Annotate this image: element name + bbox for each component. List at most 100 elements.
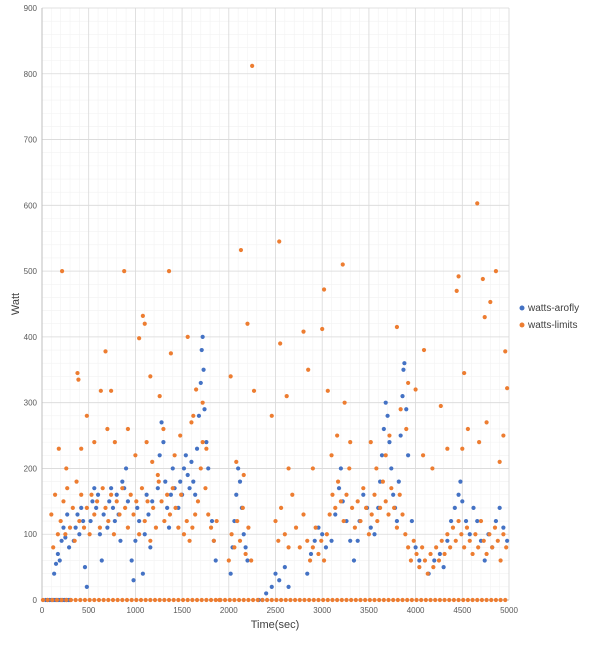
data-point bbox=[139, 486, 145, 491]
data-point bbox=[88, 518, 93, 524]
data-point bbox=[148, 374, 153, 379]
data-point bbox=[490, 545, 495, 550]
data-point bbox=[495, 538, 500, 543]
data-point bbox=[77, 532, 82, 537]
data-point bbox=[131, 578, 136, 583]
data-point bbox=[392, 505, 397, 511]
data-point bbox=[65, 486, 70, 491]
data-point bbox=[437, 597, 442, 603]
data-point bbox=[297, 545, 302, 550]
data-point bbox=[408, 558, 414, 563]
data-point bbox=[228, 374, 233, 379]
data-point bbox=[269, 413, 274, 418]
data-point bbox=[368, 440, 373, 445]
data-point bbox=[198, 466, 203, 471]
data-point bbox=[162, 597, 167, 603]
data-point bbox=[400, 512, 405, 517]
data-point bbox=[157, 453, 162, 458]
data-point bbox=[456, 492, 461, 497]
data-point bbox=[103, 349, 108, 354]
data-point bbox=[125, 499, 131, 504]
data-point bbox=[53, 561, 59, 566]
data-point bbox=[313, 525, 318, 530]
data-point bbox=[114, 499, 119, 504]
data-point bbox=[92, 512, 97, 517]
data-point bbox=[181, 466, 187, 471]
data-point bbox=[246, 597, 251, 603]
data-point bbox=[208, 525, 214, 530]
data-point bbox=[471, 505, 476, 511]
data-point bbox=[148, 597, 153, 603]
data-point bbox=[187, 486, 192, 491]
data-point bbox=[463, 518, 469, 524]
data-point bbox=[106, 597, 111, 603]
data-point bbox=[406, 453, 411, 458]
data-point bbox=[279, 505, 284, 511]
data-point bbox=[479, 597, 485, 603]
data-point bbox=[155, 486, 160, 491]
data-point bbox=[144, 492, 149, 497]
data-point bbox=[348, 538, 353, 543]
data-point bbox=[63, 535, 68, 540]
y-tick-labels: 0 100 200 300 400 500 600 700 800 900 bbox=[24, 4, 38, 605]
data-point bbox=[226, 558, 231, 563]
data-point bbox=[417, 565, 422, 570]
data-point bbox=[129, 597, 134, 603]
data-point bbox=[398, 433, 403, 438]
data-point bbox=[389, 486, 394, 491]
data-point bbox=[409, 518, 414, 524]
data-point bbox=[236, 466, 241, 471]
data-point bbox=[470, 551, 475, 557]
data-point bbox=[162, 518, 167, 524]
y-tick-label: 300 bbox=[24, 399, 38, 408]
data-point bbox=[367, 597, 372, 603]
data-point bbox=[368, 525, 373, 530]
x-tick-label: 500 bbox=[82, 606, 96, 615]
data-point bbox=[196, 413, 202, 418]
data-point bbox=[402, 361, 407, 366]
data-point bbox=[94, 505, 99, 511]
data-point bbox=[467, 538, 472, 543]
data-point bbox=[277, 239, 282, 244]
data-point bbox=[228, 571, 233, 576]
data-point bbox=[75, 512, 80, 517]
data-point bbox=[157, 393, 162, 399]
data-point bbox=[111, 532, 117, 537]
data-point bbox=[484, 420, 489, 425]
data-point bbox=[159, 499, 164, 504]
data-point bbox=[323, 545, 329, 550]
data-point bbox=[404, 426, 409, 432]
data-point bbox=[422, 558, 428, 563]
series-watts-limits bbox=[40, 63, 510, 603]
data-point bbox=[145, 499, 150, 504]
data-point bbox=[389, 466, 394, 471]
data-point bbox=[386, 512, 391, 517]
data-point bbox=[320, 326, 325, 332]
data-point bbox=[428, 597, 433, 603]
data-point bbox=[478, 518, 484, 524]
data-point bbox=[394, 525, 400, 530]
data-point bbox=[229, 532, 234, 537]
data-point bbox=[394, 518, 400, 524]
data-point bbox=[458, 479, 463, 484]
data-point bbox=[355, 499, 360, 504]
data-point bbox=[151, 505, 156, 511]
data-point bbox=[442, 551, 447, 557]
data-point bbox=[80, 518, 86, 524]
data-point bbox=[277, 578, 282, 583]
data-point bbox=[269, 584, 274, 589]
data-point bbox=[194, 387, 199, 392]
data-point bbox=[442, 597, 447, 603]
data-point bbox=[96, 597, 102, 603]
data-point bbox=[106, 518, 111, 524]
data-point bbox=[413, 545, 418, 550]
data-point bbox=[278, 341, 283, 346]
data-point bbox=[97, 525, 103, 530]
data-point bbox=[166, 525, 172, 530]
data-point bbox=[110, 597, 116, 603]
data-point bbox=[375, 518, 380, 524]
data-point bbox=[329, 453, 334, 458]
data-point bbox=[54, 597, 60, 603]
data-point bbox=[125, 426, 131, 432]
data-point bbox=[202, 407, 207, 412]
